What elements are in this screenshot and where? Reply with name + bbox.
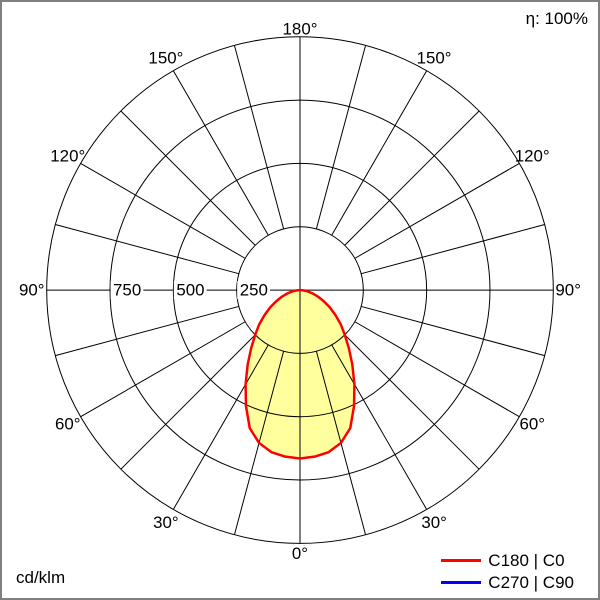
svg-text:150°: 150°: [417, 48, 452, 67]
legend-label-c180-c0: C180 | C0: [488, 550, 565, 570]
angle-labels: 0° 30° 30° 60° 60° 90° 90° 120° 120° 150° 150° 180°: [19, 19, 581, 562]
svg-text:250: 250: [240, 281, 268, 300]
svg-text:120°: 120°: [515, 146, 550, 165]
svg-text:90°: 90°: [19, 281, 45, 300]
svg-text:180°: 180°: [283, 19, 318, 38]
svg-text:120°: 120°: [50, 146, 85, 165]
legend: C180 | C0 C270 | C90: [441, 549, 574, 593]
unit-label: cd/klm: [16, 568, 66, 587]
svg-text:90°: 90°: [555, 281, 581, 300]
legend-line-blue-icon: [441, 580, 482, 584]
svg-text:750: 750: [113, 281, 141, 300]
svg-text:150°: 150°: [148, 48, 183, 67]
svg-text:60°: 60°: [519, 415, 545, 434]
legend-label-c270-c90: C270 | C90: [488, 572, 574, 592]
svg-text:30°: 30°: [421, 513, 447, 532]
efficiency-label: η: 100%: [525, 9, 588, 28]
intensity-curve-c180-c0: [244, 288, 356, 460]
legend-item-c270-c90: C270 | C90: [441, 571, 574, 593]
legend-line-red-icon: [441, 558, 482, 562]
svg-text:0°: 0°: [292, 544, 308, 563]
svg-text:60°: 60°: [55, 415, 81, 434]
svg-text:500: 500: [176, 281, 204, 300]
radial-tick-labels: 250 500 750: [110, 281, 271, 300]
legend-item-c180-c0: C180 | C0: [441, 549, 565, 571]
svg-text:30°: 30°: [153, 513, 179, 532]
